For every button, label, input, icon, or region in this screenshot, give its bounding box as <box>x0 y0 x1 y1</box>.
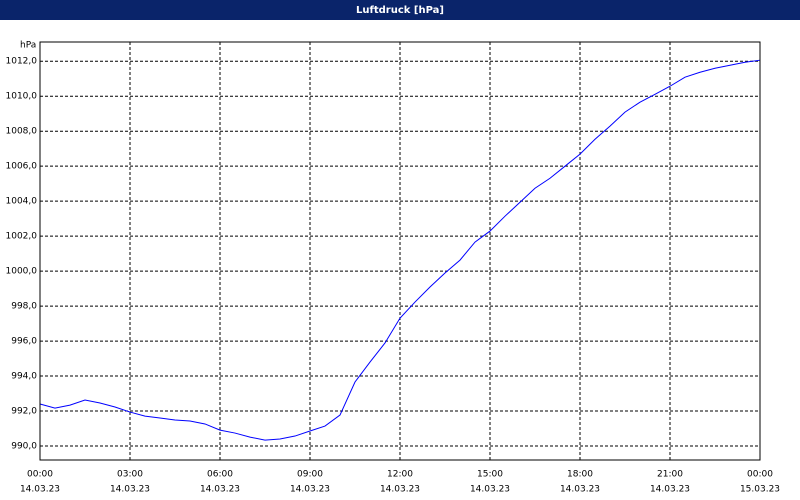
x-tick-label: 00:00 <box>747 470 773 480</box>
y-tick-label: 992,0 <box>11 407 37 417</box>
x-tick-date: 14.03.23 <box>110 485 150 495</box>
x-tick-date: 15.03.23 <box>740 485 780 495</box>
x-tick-date: 14.03.23 <box>470 485 510 495</box>
x-tick-date: 14.03.23 <box>650 485 690 495</box>
data-line <box>39 59 761 441</box>
chart-title: Luftdruck [hPa] <box>356 5 444 16</box>
y-tick-label: 996,0 <box>11 337 37 347</box>
x-tick-date: 14.03.23 <box>380 485 420 495</box>
x-tick-label: 09:00 <box>297 470 323 480</box>
x-tick-date: 14.03.23 <box>200 485 240 495</box>
x-tick-label: 21:00 <box>657 470 683 480</box>
y-tick-label: 1008,0 <box>6 127 38 137</box>
y-tick-label: 1004,0 <box>6 197 38 207</box>
x-tick-label: 00:00 <box>27 470 53 480</box>
y-tick-label: 1012,0 <box>6 57 38 67</box>
x-tick-date: 14.03.23 <box>560 485 600 495</box>
y-tick-label: 1002,0 <box>6 232 38 242</box>
plot-border <box>39 41 761 461</box>
x-tick-label: 12:00 <box>387 470 413 480</box>
y-tick-label: 990,0 <box>11 442 37 452</box>
title-bar <box>0 0 800 20</box>
y-tick-label: 994,0 <box>11 372 37 382</box>
x-tick-label: 03:00 <box>117 470 143 480</box>
y-tick-label: 1006,0 <box>6 162 38 172</box>
x-tick-label: 06:00 <box>207 470 233 480</box>
x-tick-date: 14.03.23 <box>20 485 60 495</box>
x-tick-date: 14.03.23 <box>290 485 330 495</box>
y-unit: hPa <box>20 41 36 51</box>
x-tick-label: 18:00 <box>567 470 593 480</box>
y-tick-label: 1010,0 <box>6 92 38 102</box>
plot-area <box>39 41 761 461</box>
x-tick-label: 15:00 <box>477 470 503 480</box>
y-tick-label: 1000,0 <box>6 267 38 277</box>
y-tick-label: 998,0 <box>11 302 37 312</box>
